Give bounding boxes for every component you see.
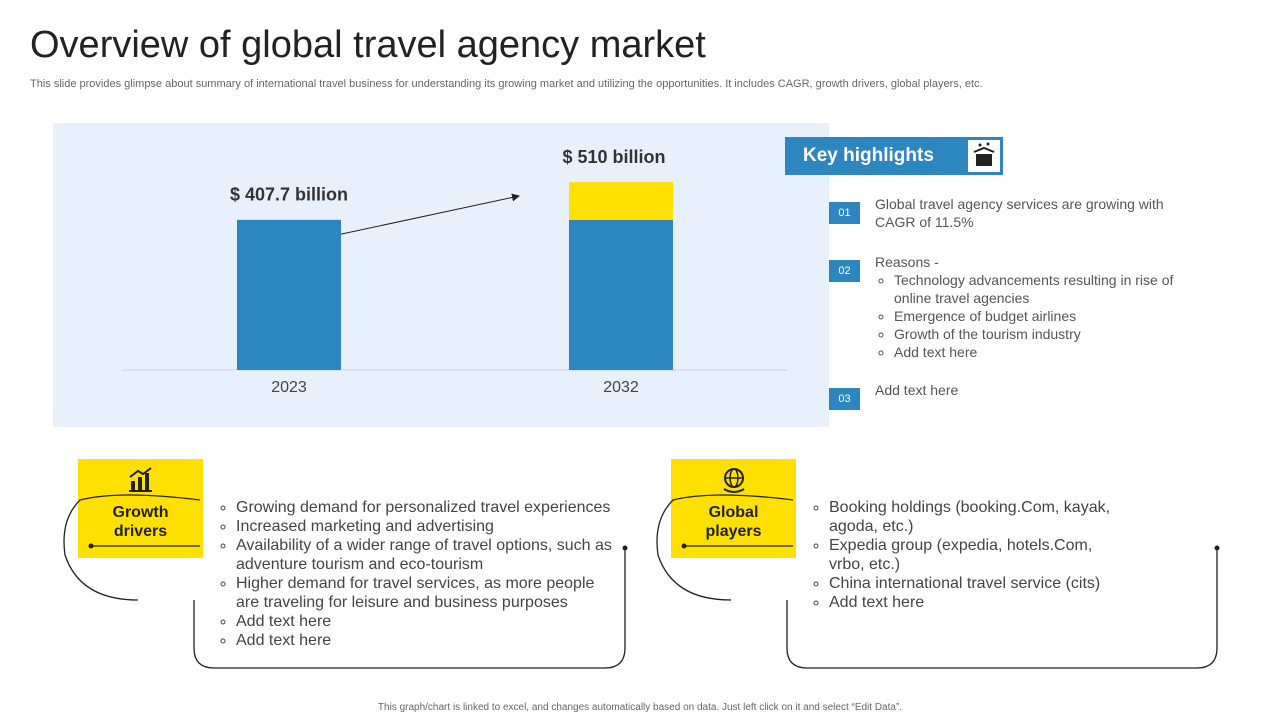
- bullet: Growth of the tourism industry: [894, 325, 1175, 343]
- highlights-title: Key highlights: [785, 137, 1003, 175]
- players-label: Global players: [705, 504, 762, 540]
- highlights-title-text: Key highlights: [803, 145, 934, 166]
- value-label: $ 510 billion: [562, 147, 665, 167]
- bracket: [193, 548, 626, 669]
- bullet: Add text here: [829, 593, 1120, 612]
- players-box: Global players: [671, 459, 796, 558]
- curve: [63, 494, 201, 601]
- bullet: Expedia group (expedia, hotels.Com, vrbo…: [829, 536, 1120, 574]
- item-text-box: Global travel agency services are growin…: [875, 195, 1165, 231]
- item-text: Global travel agency services are growin…: [875, 196, 1164, 230]
- item-text-box: Add text here: [875, 381, 1175, 399]
- bullet: Technology advancements resulting in ris…: [894, 271, 1175, 307]
- dot: [1214, 545, 1220, 551]
- item-number: 01: [829, 202, 860, 224]
- item-number: 02: [829, 260, 860, 282]
- growth-list: Growing demand for personalized travel e…: [217, 498, 617, 650]
- growth-arrow: [336, 193, 520, 236]
- x-tick-label: 2032: [603, 379, 639, 396]
- bullet: Growing demand for personalized travel e…: [236, 498, 617, 517]
- subtitle: This slide provides glimpse about summar…: [30, 78, 983, 90]
- bullet: Booking holdings (booking.Com, kayak, ag…: [829, 498, 1120, 536]
- dot: [88, 543, 94, 549]
- item-text: Reasons -: [875, 254, 939, 270]
- dot: [681, 543, 687, 549]
- item-bullets: Technology advancements resulting in ris…: [875, 271, 1175, 361]
- bullet: Availability of a wider range of travel …: [236, 536, 617, 574]
- globe-icon: [723, 468, 745, 493]
- bullet: Higher demand for travel services, as mo…: [236, 574, 617, 612]
- bullet: China international travel service (cits…: [829, 574, 1120, 593]
- curve: [656, 494, 794, 601]
- x-tick-label: 2023: [271, 379, 307, 396]
- chart-panel: [53, 123, 829, 427]
- bullet: Emergence of budget airlines: [894, 307, 1175, 325]
- bar-segment: [237, 219, 341, 370]
- item-text: Add text here: [875, 382, 959, 398]
- item-number: 03: [829, 388, 860, 410]
- growth-box: Growth drivers: [78, 459, 203, 558]
- chart-icon: [129, 467, 152, 492]
- bar-segment: [569, 182, 673, 220]
- bracket: [786, 548, 1218, 669]
- bar-segment: [569, 219, 673, 370]
- highlights-icon: [968, 140, 1000, 172]
- item-text-box: Reasons -Technology advancements resulti…: [875, 253, 1175, 361]
- bullet: Increased marketing and advertising: [236, 517, 617, 536]
- growth-label: Growth drivers: [112, 504, 169, 540]
- bullet: Add text here: [236, 612, 617, 631]
- title: Overview of global travel agency market: [30, 24, 706, 66]
- bullet: Add text here: [236, 631, 617, 650]
- footer: This graph/chart is linked to excel, and…: [377, 702, 903, 713]
- value-label: $ 407.7 billion: [230, 185, 348, 205]
- players-list: Booking holdings (booking.Com, kayak, ag…: [810, 498, 1120, 612]
- dot: [622, 545, 628, 551]
- bullet: Add text here: [894, 343, 1175, 361]
